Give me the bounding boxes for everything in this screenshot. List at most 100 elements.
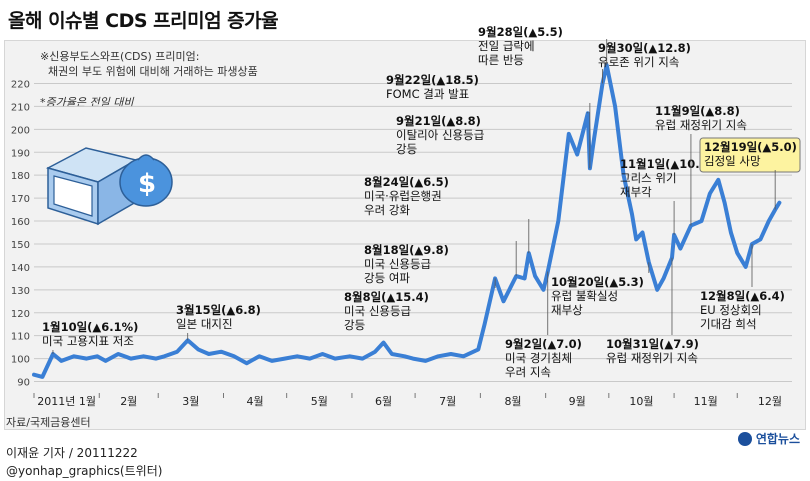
- annotation-14: 11월9일(▲8.8)유럽 재정위기 지속: [655, 104, 747, 226]
- safe-and-money-bag-icon: $: [45, 147, 173, 226]
- annotation-text: 강등: [396, 142, 417, 156]
- logo-text: 연합뉴스: [755, 432, 800, 446]
- cds-series-line: [32, 63, 782, 379]
- annotation-text: 미국 신용등급: [344, 304, 411, 318]
- y-tick-label: 190: [11, 148, 30, 159]
- annotation-text: 유로존 위기 지속: [598, 55, 679, 69]
- x-tick-label: 3월: [182, 395, 199, 408]
- annotation-text: 유럽 재정위기 지속: [655, 118, 747, 132]
- x-tick-label: 10월: [629, 395, 653, 408]
- annotation-text: 그리스 위기: [620, 171, 677, 185]
- annotation-text: 김정일 사망: [704, 154, 761, 168]
- y-axis-labels: 90 100 110 120 130 140 150 160 170 180 190 200 210 22…: [11, 79, 30, 388]
- x-axis-labels: 2011년 1월 2월 3월 4월 5월 6월 7월 8월 9월 10월 11월 12월: [37, 395, 782, 408]
- y-tick-label: 120: [11, 309, 30, 320]
- x-tick-label: 7월: [439, 395, 456, 408]
- annotation-10: 9월30일(▲12.8)유로존 위기 지속: [598, 39, 691, 69]
- annotation-text: 일본 대지진: [176, 317, 233, 331]
- annotation-label: 10월20일(▲5.3): [551, 275, 644, 289]
- annotation-12: 10월31일(▲7.9)유럽 재정위기 지속: [606, 257, 699, 365]
- annotation-layer: 1월10일(▲6.1%)미국 고용지표 저조 3월15일(▲6.8)일본 대지진 8…: [42, 25, 801, 379]
- chart-title: 올해 이슈별 CDS 프리미엄 증가율: [8, 10, 279, 32]
- annotation-text: 미국 신용등급: [364, 257, 431, 271]
- annotation-text: 미국·유럽은행권: [364, 189, 442, 203]
- annotation-text: 강등: [344, 318, 365, 332]
- y-tick-label: 160: [11, 217, 30, 228]
- annotation-text: 미국 고용지표 저조: [42, 334, 134, 348]
- x-tick-label: 12월: [758, 395, 782, 408]
- annotation-label: 9월30일(▲12.8): [598, 41, 691, 55]
- annotation-label: 9월2일(▲7.0): [505, 337, 582, 351]
- annotation-text: EU 정상회의: [700, 303, 762, 317]
- annotation-text: 전일 급락에: [478, 39, 535, 53]
- byline: 이재윤 기자 / 20111222: [6, 446, 138, 460]
- annotation-text: 유럽 불확실성: [551, 289, 618, 303]
- y-tick-label: 110: [11, 332, 30, 343]
- annotation-text: 재부상: [551, 303, 583, 317]
- annotation-label: 3월15일(▲6.8): [176, 303, 261, 317]
- x-tick-label: 9월: [569, 395, 586, 408]
- cds-definition-title: ※신용부도스와프(CDS) 프리미엄:: [40, 50, 200, 63]
- x-tick-label: 8월: [504, 395, 521, 408]
- annotation-text: FOMC 결과 발표: [386, 87, 469, 101]
- annotation-1: 1월10일(▲6.1%)미국 고용지표 저조: [42, 320, 138, 355]
- y-tick-label: 210: [11, 102, 30, 113]
- x-tick-label: 2011년 1월: [37, 395, 96, 408]
- rate-note: *증가율은 전일 대비: [40, 96, 134, 109]
- twitter-handle: @yonhap_graphics(트위터): [6, 464, 163, 478]
- annotation-text: 재부각: [620, 185, 652, 199]
- annotation-text: 미국 경기침체: [505, 351, 572, 365]
- annotation-label: 9월22일(▲18.5): [386, 73, 479, 87]
- y-tick-label: 180: [11, 171, 30, 182]
- cds-definition-text: 채권의 부도 위험에 대비해 거래하는 파생상품: [48, 65, 258, 78]
- annotation-label: 1월10일(▲6.1%): [42, 320, 138, 334]
- annotation-label: 12월19일(▲5.0): [704, 140, 797, 154]
- y-tick-label: 220: [11, 79, 30, 90]
- annotation-text: 따른 반등: [478, 53, 524, 67]
- annotation-label: 10월31일(▲7.9): [606, 337, 699, 351]
- annotation-16: 12월19일(▲5.0)김정일 사망: [699, 137, 801, 210]
- annotation-label: 8월18일(▲9.8): [364, 243, 449, 257]
- x-tick-label: 2월: [120, 395, 137, 408]
- annotation-label: 8월8일(▲15.4): [344, 290, 429, 304]
- x-tick-label: 4월: [247, 395, 264, 408]
- annotation-label: 12월8일(▲6.4): [700, 289, 785, 303]
- y-tick-label: 90: [17, 378, 30, 389]
- y-tick-label: 140: [11, 263, 30, 274]
- y-tick-label: 170: [11, 194, 30, 205]
- y-tick-label: 200: [11, 125, 30, 136]
- annotation-label: 9월28일(▲5.5): [478, 25, 563, 39]
- yonhap-logo: 연합뉴스: [737, 430, 800, 447]
- annotation-text: 우려 강화: [364, 203, 410, 217]
- annotation-label: 9월21일(▲8.8): [396, 114, 481, 128]
- svg-text:$: $: [138, 169, 156, 199]
- annotation-text: 이탈리아 신용등급: [396, 128, 484, 142]
- annotation-text: 유럽 재정위기 지속: [606, 351, 698, 365]
- annotation-text: 기대감 희석: [700, 317, 757, 331]
- highlight-callout-box: [699, 137, 801, 173]
- y-tick-label: 150: [11, 240, 30, 251]
- x-tick-label: 11월: [694, 395, 718, 408]
- x-tick-label: 6월: [375, 395, 392, 408]
- annotation-label: 11월1일(▲10.9): [620, 157, 713, 171]
- annotation-label: 8월24일(▲6.5): [364, 175, 449, 189]
- data-source: 자료/국제금융센터: [6, 416, 91, 429]
- x-tick-label: 5월: [311, 395, 328, 408]
- annotation-8: 9월22일(▲18.5)FOMC 결과 발표: [386, 73, 591, 169]
- logo-mark-icon: [737, 431, 752, 446]
- y-tick-label: 130: [11, 286, 30, 297]
- annotation-label: 11월9일(▲8.8): [655, 104, 740, 118]
- annotation-text: 강등 여파: [364, 271, 410, 285]
- y-tick-label: 100: [11, 355, 30, 366]
- annotation-text: 우려 지속: [505, 365, 551, 379]
